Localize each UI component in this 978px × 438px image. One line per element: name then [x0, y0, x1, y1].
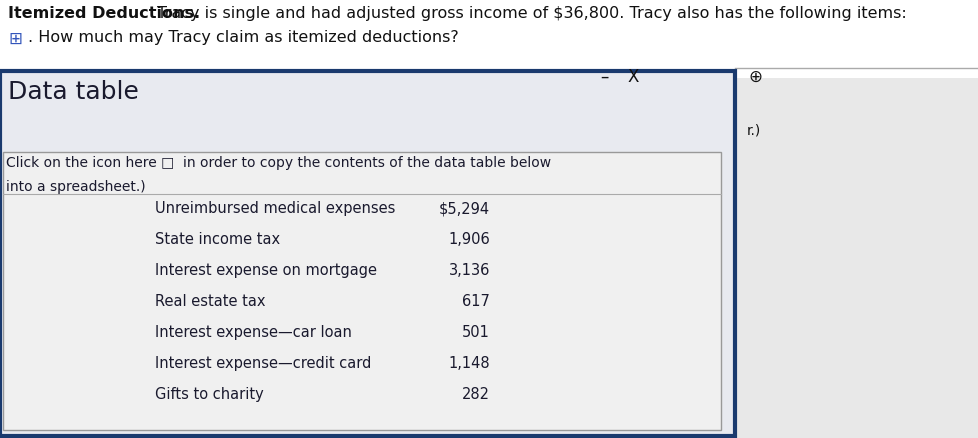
Text: Click on the icon here □  in order to copy the contents of the data table below: Click on the icon here □ in order to cop…	[6, 156, 551, 170]
Text: r.): r.)	[746, 123, 761, 137]
Text: –: –	[600, 68, 607, 86]
Text: into a spreadsheet.): into a spreadsheet.)	[6, 180, 146, 194]
Text: Interest expense—credit card: Interest expense—credit card	[155, 356, 371, 371]
Bar	[0, 0, 978, 78]
Text: Gifts to charity: Gifts to charity	[155, 387, 263, 402]
Text: Data table: Data table	[8, 80, 139, 104]
Text: ⊕: ⊕	[747, 68, 761, 86]
Text: 617: 617	[462, 294, 490, 309]
Text: . How much may Tracy claim as itemized deductions?: . How much may Tracy claim as itemized d…	[28, 30, 459, 45]
Text: Real estate tax: Real estate tax	[155, 294, 265, 309]
Text: 1,906: 1,906	[448, 232, 490, 247]
Text: Interest expense on mortgage: Interest expense on mortgage	[155, 263, 377, 278]
Text: Interest expense—car loan: Interest expense—car loan	[155, 325, 351, 340]
Text: ⊞: ⊞	[8, 30, 22, 48]
Text: 3,136: 3,136	[448, 263, 490, 278]
Text: $5,294: $5,294	[438, 201, 490, 216]
Bar	[0, 71, 734, 436]
Text: 501: 501	[462, 325, 490, 340]
Text: 282: 282	[462, 387, 490, 402]
Text: Itemized Deductions.: Itemized Deductions.	[8, 6, 200, 21]
Text: State income tax: State income tax	[155, 232, 280, 247]
Text: Unreimbursed medical expenses: Unreimbursed medical expenses	[155, 201, 395, 216]
Text: 1,148: 1,148	[448, 356, 490, 371]
Bar	[3, 152, 720, 430]
Text: Tracy is single and had adjusted gross income of $36,800. Tracy also has the fol: Tracy is single and had adjusted gross i…	[152, 6, 906, 21]
Text: X: X	[627, 68, 639, 86]
